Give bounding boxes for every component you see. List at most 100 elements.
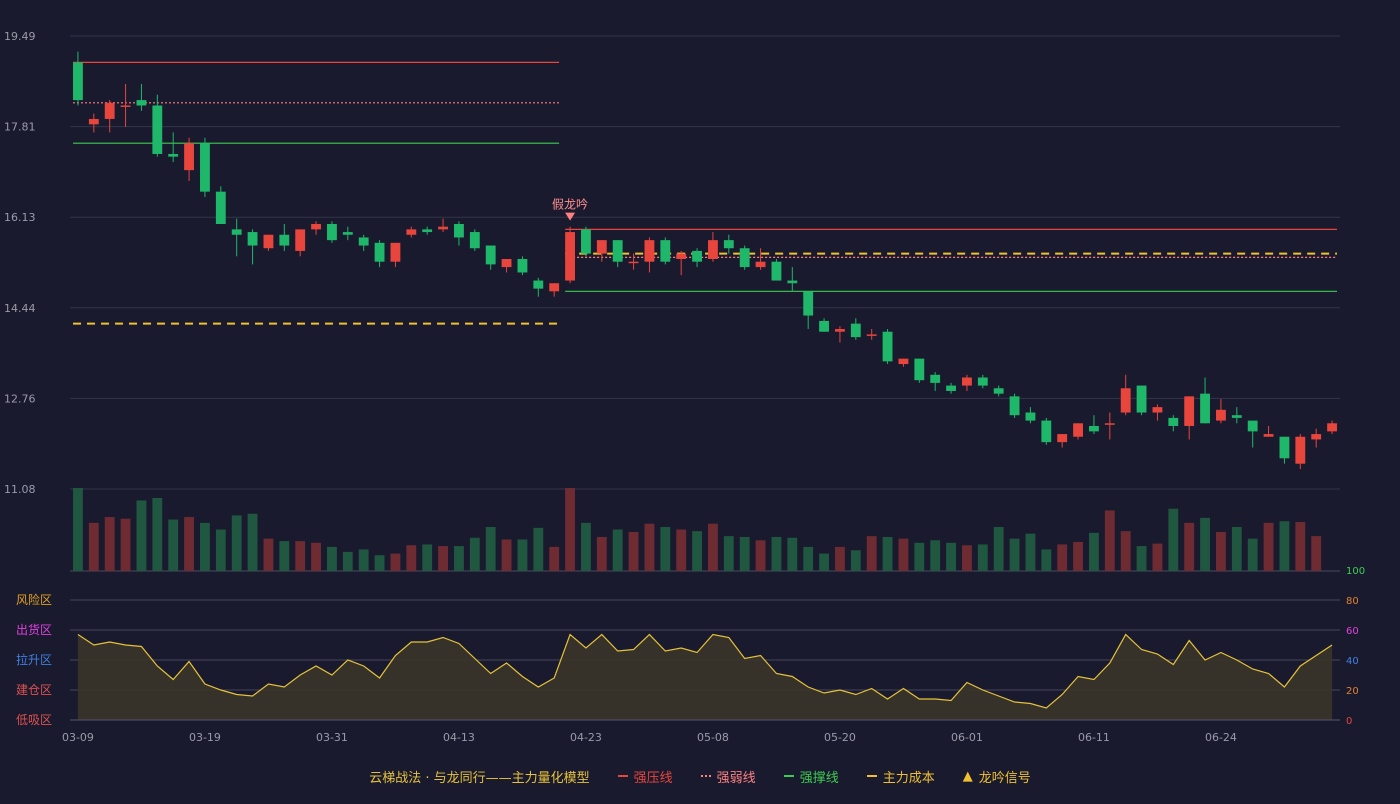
volume-bar bbox=[676, 529, 687, 571]
candle-body bbox=[390, 242, 401, 262]
x-tick-label: 06-11 bbox=[1078, 731, 1110, 744]
candle-body bbox=[993, 388, 1004, 394]
volume-bar bbox=[533, 527, 544, 571]
candle-body bbox=[1120, 388, 1131, 413]
candle-body bbox=[977, 377, 988, 386]
legend-item-cost: 主力成本 bbox=[866, 767, 935, 786]
legend-label: 强弱线 bbox=[716, 770, 756, 786]
volume-bar bbox=[708, 523, 718, 571]
candle-body bbox=[835, 329, 845, 332]
zone-label: 出货区 bbox=[16, 622, 52, 637]
candle-body bbox=[200, 143, 210, 192]
candle-body bbox=[660, 240, 671, 262]
volume-bar bbox=[1168, 508, 1179, 571]
candle-body bbox=[1263, 434, 1274, 437]
candle-body bbox=[104, 102, 115, 119]
indicator-tick-label: 60 bbox=[1346, 626, 1359, 637]
candle-body bbox=[1311, 434, 1322, 440]
price-tick-label: 11.08 bbox=[4, 483, 36, 496]
candle-body bbox=[136, 100, 147, 106]
volume-bar bbox=[485, 527, 496, 571]
volume-bar bbox=[787, 537, 798, 571]
candle-body bbox=[184, 143, 194, 171]
legend-label: 龙吟信号 bbox=[978, 770, 1031, 786]
candle-body bbox=[311, 223, 321, 230]
volume-bar bbox=[644, 523, 655, 571]
candle-body bbox=[771, 261, 782, 281]
candle-body bbox=[1247, 420, 1258, 432]
legend-item-support: 强撑线 bbox=[783, 767, 839, 786]
volume-bar bbox=[1104, 510, 1115, 571]
price-tick-label: 16.13 bbox=[4, 211, 36, 224]
zone-label: 拉升区 bbox=[16, 652, 52, 667]
volume-bar bbox=[1184, 522, 1195, 571]
candle-body bbox=[168, 153, 179, 157]
candle-body bbox=[1168, 417, 1179, 426]
volume-bar bbox=[1311, 536, 1322, 571]
candle-body bbox=[676, 253, 687, 259]
candle-body bbox=[866, 334, 877, 336]
indicator-tick-label: 100 bbox=[1346, 566, 1365, 577]
volume-bar bbox=[835, 546, 845, 571]
volume-bar bbox=[771, 536, 782, 571]
indicator-tick-label: 0 bbox=[1346, 716, 1352, 727]
candle-body bbox=[73, 62, 83, 101]
candle-body bbox=[1136, 385, 1147, 413]
candle-body bbox=[581, 229, 591, 254]
candle-body bbox=[1152, 407, 1163, 413]
volume-bar bbox=[723, 536, 734, 571]
volume-bar bbox=[263, 538, 274, 571]
candle-body bbox=[549, 283, 560, 292]
volume-bar bbox=[755, 540, 766, 571]
candle-body bbox=[1073, 423, 1083, 437]
candle-body bbox=[692, 250, 702, 262]
volume-bar bbox=[422, 544, 433, 571]
volume-bar bbox=[1089, 532, 1099, 571]
candle-body bbox=[1216, 409, 1226, 421]
volume-bar bbox=[819, 553, 829, 571]
x-tick-label: 04-23 bbox=[570, 731, 602, 744]
candle-body bbox=[962, 377, 972, 386]
candle-body bbox=[723, 240, 734, 249]
volume-bar bbox=[469, 537, 480, 571]
candle-body bbox=[438, 226, 448, 230]
x-tick-label: 03-09 bbox=[62, 731, 94, 744]
candle-body bbox=[88, 118, 99, 125]
x-tick-label: 03-19 bbox=[189, 731, 221, 744]
volume-bar bbox=[1231, 527, 1242, 571]
candle-body bbox=[930, 374, 941, 383]
volume-bar bbox=[1200, 517, 1210, 571]
legend-label: 强压线 bbox=[633, 770, 673, 786]
price-tick-label: 12.76 bbox=[4, 392, 36, 405]
volume-bar bbox=[739, 536, 750, 571]
candle-body bbox=[279, 234, 290, 246]
candle-body bbox=[327, 223, 337, 241]
volume-bar bbox=[215, 529, 226, 571]
volume-bar bbox=[1057, 544, 1068, 571]
volume-bar bbox=[549, 546, 560, 571]
candle-body bbox=[708, 240, 718, 259]
candle-body bbox=[612, 240, 623, 262]
candle-body bbox=[596, 240, 607, 254]
volume-bar bbox=[882, 536, 893, 571]
volume-bar bbox=[120, 518, 131, 571]
legend-label: 强撑线 bbox=[799, 770, 839, 786]
candle-body bbox=[803, 291, 814, 316]
zone-label: 风险区 bbox=[16, 592, 52, 607]
volume-bar bbox=[1025, 533, 1036, 571]
volume-bar bbox=[152, 497, 163, 571]
volume-bar bbox=[962, 545, 972, 571]
candle-body bbox=[1279, 436, 1290, 459]
legend-label: 主力成本 bbox=[882, 770, 935, 786]
volume-bar bbox=[850, 550, 861, 571]
candle-body bbox=[1231, 415, 1242, 418]
candle-body bbox=[787, 280, 798, 284]
candle-body bbox=[263, 234, 274, 249]
volume-bar bbox=[803, 546, 814, 571]
signal-label: 假龙吟 bbox=[552, 197, 588, 212]
price-tick-label: 19.49 bbox=[4, 30, 36, 43]
legend-item-signal: ▲ 龙吟信号 bbox=[963, 767, 1031, 786]
volume-bar bbox=[1152, 543, 1163, 571]
indicator-area bbox=[77, 634, 1333, 720]
candle-body bbox=[295, 229, 306, 251]
